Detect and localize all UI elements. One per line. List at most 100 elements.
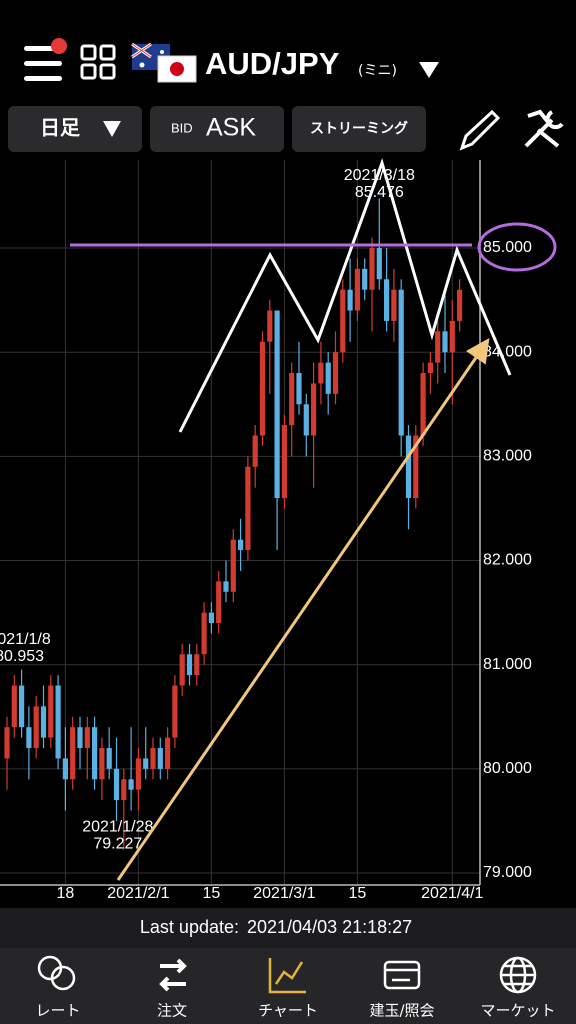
tab-label[interactable]: 建玉/照会 (369, 1002, 434, 1020)
candle-body (70, 727, 76, 780)
pair-selector[interactable]: AUD/JPY (ミニ) (205, 46, 439, 81)
menu-button[interactable] (24, 38, 67, 81)
currency-flags (131, 42, 197, 83)
update-label: Last update: (140, 917, 239, 937)
tab-label[interactable]: 注文 (157, 1002, 187, 1020)
y-tick-label: 84.000 (483, 343, 532, 360)
candle-body (369, 248, 375, 290)
y-tick-label: 81.000 (483, 656, 532, 673)
candle-body (405, 435, 412, 499)
candle-body (99, 748, 105, 780)
candle-body (92, 727, 98, 780)
tab-bar (0, 948, 576, 1024)
candle-body (457, 289, 463, 321)
candle-body (376, 248, 382, 280)
candle-body (216, 581, 222, 624)
candle-body (398, 289, 404, 436)
zigzag-drawing (178, 158, 512, 433)
candle-body (391, 289, 397, 321)
x-tick-label: 2021/2/1 (107, 885, 169, 902)
candle-body (55, 685, 61, 759)
candle-body (113, 768, 120, 801)
position-icon (383, 960, 421, 990)
candle-body (259, 341, 266, 436)
candle-body (252, 435, 258, 467)
tab-label[interactable]: レート (35, 1002, 80, 1020)
candle-body (238, 539, 244, 551)
market-icon (499, 956, 537, 994)
update-time: 2021/04/03 21:18:27 (247, 917, 412, 937)
candle-body (4, 727, 10, 759)
candle-body (143, 758, 149, 769)
candle-body (40, 706, 47, 738)
grid-button[interactable] (80, 44, 116, 80)
candle-body (150, 748, 156, 769)
trend-arrow (116, 338, 490, 881)
annotation-date: 2021/3/18 (344, 167, 415, 184)
x-tick-label: 18 (57, 885, 75, 902)
candle-body (442, 331, 448, 353)
candle-body (303, 404, 309, 436)
x-tick-label: 2021/4/1 (421, 885, 483, 902)
pair-variant: (ミニ) (358, 63, 397, 79)
candle-body (186, 654, 193, 676)
update-bar (0, 908, 576, 948)
tabs: レート 注文 チャート 建玉/照会 マーケット (35, 955, 556, 1020)
candle-body (427, 362, 433, 374)
candle-body (289, 373, 295, 426)
candle-body (230, 539, 236, 592)
candle-body (179, 654, 185, 686)
candle-body (384, 279, 390, 321)
candle-body (84, 727, 90, 749)
rate-icon (37, 955, 76, 991)
candle-body (332, 352, 339, 394)
tab-label[interactable]: マーケット (480, 1002, 555, 1020)
candle-body (172, 685, 178, 738)
candle-body (165, 737, 171, 769)
y-tick-label: 83.000 (483, 448, 532, 465)
y-tick-label: 85.000 (483, 239, 532, 256)
candle-body (318, 362, 324, 384)
x-tick-label: 2021/3/1 (253, 885, 315, 902)
candle-body (340, 289, 346, 353)
candle-body (48, 685, 54, 738)
period-button[interactable]: 日足 (8, 106, 142, 152)
y-tick-label: 80.000 (483, 760, 532, 777)
candle-body (274, 310, 280, 499)
candle-body (435, 331, 441, 363)
candle-body (325, 362, 331, 394)
annotation-price: 79.227 (93, 836, 142, 853)
candle-body (449, 320, 455, 353)
candle-body (11, 685, 17, 728)
candle-body (135, 758, 141, 790)
candle-body (413, 435, 419, 499)
order-icon (159, 958, 187, 992)
candle-body (62, 758, 68, 780)
streaming-button[interactable]: ストリーミング (292, 106, 426, 152)
plot-area (0, 160, 480, 885)
annotation-price: 80.953 (0, 648, 44, 665)
annotation-price: 85.476 (355, 184, 404, 201)
candle-body (354, 268, 360, 311)
bid-ask-toggle[interactable]: BID ASK (150, 106, 284, 152)
candle-body (420, 373, 426, 436)
candle-body (296, 373, 302, 405)
streaming-label: ストリーミング (310, 120, 408, 137)
candle-body (311, 383, 317, 436)
candle-body (157, 748, 163, 769)
annotation-date: 2021/1/28 (82, 819, 153, 836)
candle-body (33, 706, 39, 749)
ask-label: ASK (206, 114, 256, 142)
candle-body (106, 748, 112, 769)
settings-button[interactable] (524, 109, 564, 148)
draw-tool-button[interactable] (459, 109, 501, 151)
bid-label: BID (171, 120, 193, 135)
period-label: 日足 (40, 116, 81, 140)
tab-label[interactable]: チャート (258, 1002, 318, 1020)
pair-name: AUD/JPY (205, 46, 340, 81)
candle-body (121, 779, 127, 801)
candle-body (194, 654, 200, 676)
candle-body (208, 612, 214, 624)
